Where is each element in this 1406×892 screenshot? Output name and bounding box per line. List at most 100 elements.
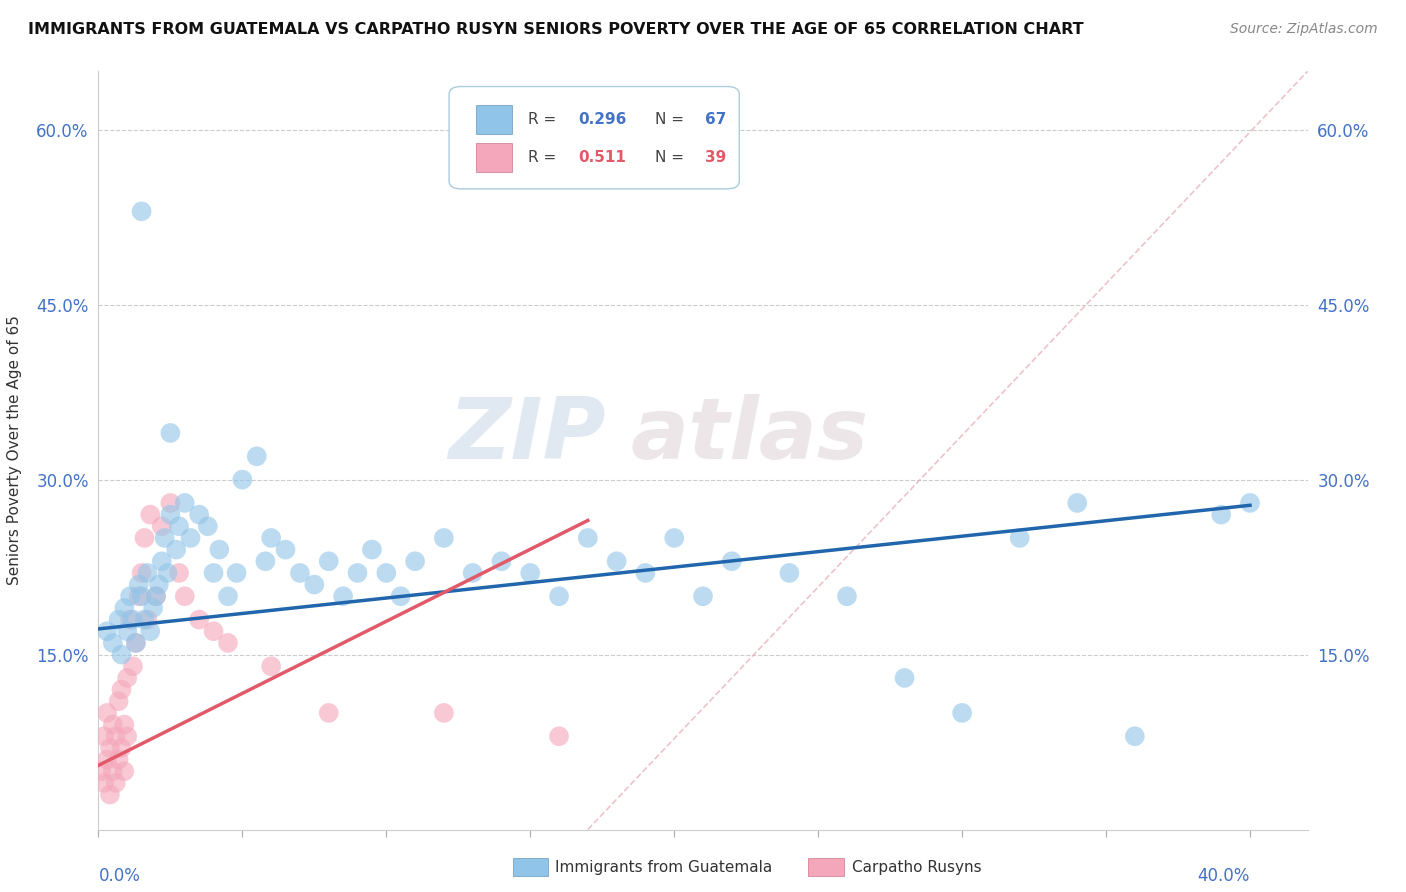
Text: N =: N = — [655, 150, 689, 165]
Point — [104, 776, 127, 790]
Point — [122, 613, 145, 627]
Point — [112, 601, 135, 615]
Point — [225, 566, 247, 580]
Point — [548, 589, 571, 603]
Point — [93, 776, 115, 790]
Point — [90, 764, 112, 779]
Point — [433, 706, 456, 720]
Point — [159, 496, 181, 510]
Point — [98, 788, 121, 802]
Point — [112, 717, 135, 731]
Point — [107, 613, 129, 627]
Point — [202, 624, 225, 639]
Point — [404, 554, 426, 568]
Point — [202, 566, 225, 580]
Point — [180, 531, 202, 545]
Point — [217, 636, 239, 650]
Point — [150, 519, 173, 533]
Point — [131, 204, 153, 219]
Point — [173, 496, 195, 510]
Text: 40.0%: 40.0% — [1198, 867, 1250, 886]
Point — [153, 531, 176, 545]
Point — [125, 636, 148, 650]
Point — [361, 542, 384, 557]
Point — [159, 508, 181, 522]
Point — [145, 589, 167, 603]
Point — [519, 566, 541, 580]
Point — [131, 566, 153, 580]
Point — [1066, 496, 1088, 510]
Point — [188, 508, 211, 522]
Point — [893, 671, 915, 685]
Bar — [475, 105, 512, 135]
Point — [548, 729, 571, 743]
Point — [139, 624, 162, 639]
Point — [254, 554, 277, 568]
Point — [260, 659, 283, 673]
Point — [260, 531, 283, 545]
Text: IMMIGRANTS FROM GUATEMALA VS CARPATHO RUSYN SENIORS POVERTY OVER THE AGE OF 65 C: IMMIGRANTS FROM GUATEMALA VS CARPATHO RU… — [28, 22, 1084, 37]
Point — [128, 577, 150, 591]
Text: ZIP: ZIP — [449, 393, 606, 477]
Point — [96, 706, 118, 720]
Point — [165, 542, 187, 557]
Text: 67: 67 — [706, 112, 727, 128]
Point — [125, 636, 148, 650]
Point — [1211, 508, 1233, 522]
Point — [107, 753, 129, 767]
Y-axis label: Seniors Poverty Over the Age of 65: Seniors Poverty Over the Age of 65 — [7, 316, 22, 585]
Text: Immigrants from Guatemala: Immigrants from Guatemala — [555, 860, 773, 874]
Point — [318, 554, 340, 568]
Point — [128, 589, 150, 603]
Point — [835, 589, 858, 603]
Text: atlas: atlas — [630, 393, 869, 477]
Text: N =: N = — [655, 112, 689, 128]
Point — [332, 589, 354, 603]
Point — [93, 729, 115, 743]
Point — [104, 729, 127, 743]
Text: 0.0%: 0.0% — [98, 867, 141, 886]
Point — [288, 566, 311, 580]
Point — [115, 671, 138, 685]
Point — [1123, 729, 1146, 743]
Point — [156, 566, 179, 580]
Text: 39: 39 — [706, 150, 727, 165]
Point — [461, 566, 484, 580]
Point — [375, 566, 398, 580]
Point — [96, 624, 118, 639]
Point — [304, 577, 326, 591]
Point — [112, 764, 135, 779]
Bar — [475, 144, 512, 172]
Point — [173, 589, 195, 603]
Point — [274, 542, 297, 557]
Point — [246, 450, 269, 464]
Point — [692, 589, 714, 603]
Point — [142, 601, 165, 615]
Point — [167, 566, 190, 580]
Text: Carpatho Rusyns: Carpatho Rusyns — [852, 860, 981, 874]
Point — [606, 554, 628, 568]
Text: Source: ZipAtlas.com: Source: ZipAtlas.com — [1230, 22, 1378, 37]
Text: 0.511: 0.511 — [578, 150, 626, 165]
Point — [197, 519, 219, 533]
Point — [634, 566, 657, 580]
Point — [1239, 496, 1261, 510]
Point — [98, 740, 121, 755]
Point — [778, 566, 800, 580]
Point — [120, 613, 142, 627]
Point — [136, 566, 159, 580]
Point — [208, 542, 231, 557]
Point — [110, 648, 132, 662]
Point — [231, 473, 253, 487]
Point — [96, 753, 118, 767]
Point — [139, 508, 162, 522]
Point — [115, 729, 138, 743]
Point — [136, 613, 159, 627]
Point — [389, 589, 412, 603]
Point — [950, 706, 973, 720]
FancyBboxPatch shape — [449, 87, 740, 189]
Point — [110, 740, 132, 755]
Point — [101, 717, 124, 731]
Point — [120, 589, 142, 603]
Point — [131, 589, 153, 603]
